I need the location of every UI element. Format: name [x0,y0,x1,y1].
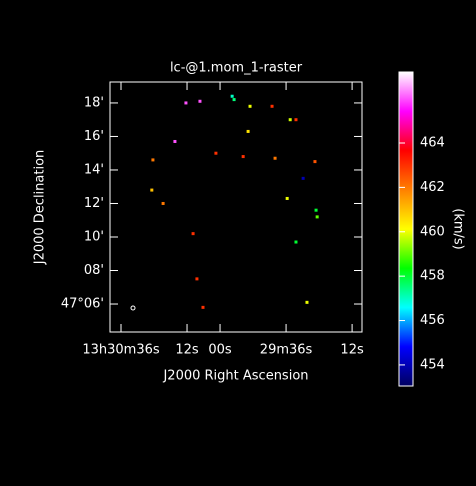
colorbar-tick-label: 458 [420,269,445,284]
y-axis-label: J2000 Declination [33,150,48,266]
colorbar-tick-label: 460 [420,224,445,239]
pixel [315,215,319,219]
pixel [246,129,250,133]
pixel [305,300,309,304]
y-tick-label: 08' [84,263,104,278]
plot-frame [109,81,363,333]
pixel [273,156,277,160]
pixel [285,196,289,200]
pixel [195,277,199,281]
x-axis-label: J2000 Right Ascension [162,369,308,384]
pixel [288,118,292,122]
y-tick-label: 47°06' [61,297,104,312]
y-tick-label: 12' [84,196,104,211]
pixel [313,160,317,164]
pixel [201,305,205,309]
pixel [248,104,252,108]
x-tick-label: 13h30m36s [82,343,160,358]
y-tick-label: 16' [84,129,104,144]
pixel [314,208,318,212]
x-tick-label: 00s [208,343,232,358]
colorbar-tick-label: 456 [420,313,445,328]
pixel [173,139,177,143]
x-tick-label: 29m36s [260,343,313,358]
beam [130,305,136,311]
pixel [198,99,202,103]
pixel [161,201,165,205]
pixel [301,176,305,180]
pixel [150,188,154,192]
pixel [151,158,155,162]
y-tick-label: 10' [84,229,104,244]
y-tick-label: 18' [84,95,104,110]
colorbar-tick-label: 454 [420,357,445,372]
pixel [191,232,195,236]
chart-title: lc-@1.mom_1-raster [170,61,303,76]
pixel [241,155,245,159]
x-tick-label: 12s [340,343,364,358]
pixel [230,94,234,98]
colorbar-label: (km/s) [451,208,466,250]
colorbar [398,71,414,387]
pixel [294,240,298,244]
colorbar-tick-label: 462 [420,180,445,195]
pixel [232,98,236,102]
pixel [214,151,218,155]
pixel [184,101,188,105]
pixel [270,104,274,108]
x-tick-label: 12s [175,343,199,358]
y-tick-label: 14' [84,162,104,177]
pixel [294,118,298,122]
colorbar-tick-label: 464 [420,136,445,151]
